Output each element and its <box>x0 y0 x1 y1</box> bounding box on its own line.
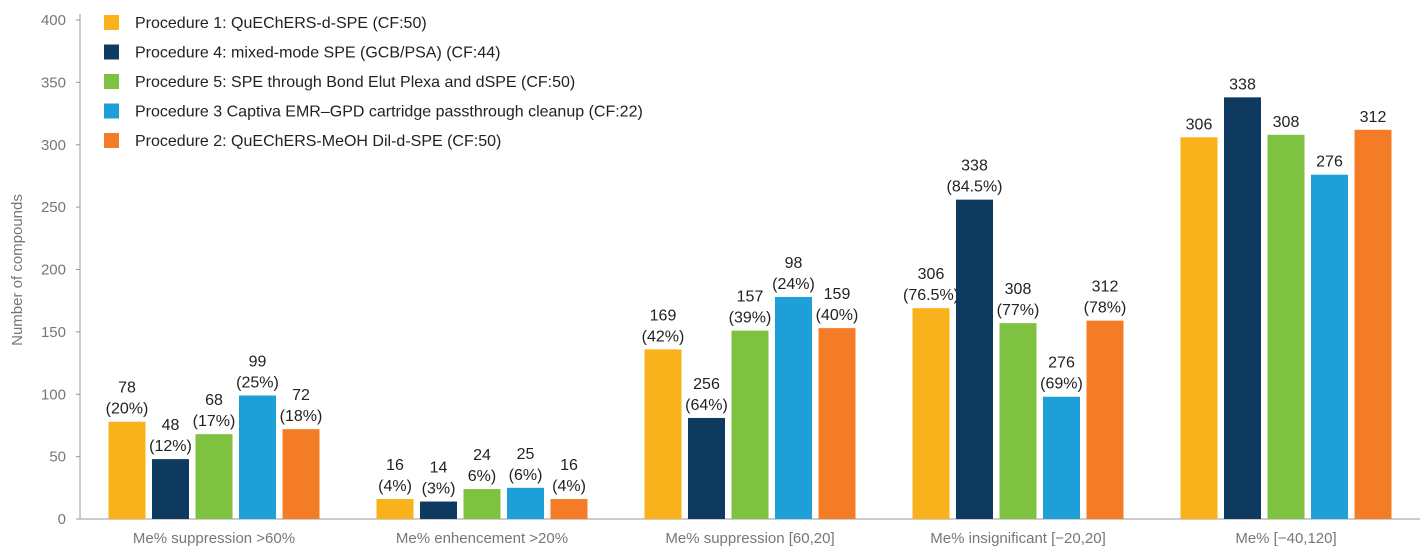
data-label: (3%) <box>422 481 456 498</box>
data-label: (77%) <box>997 302 1040 319</box>
legend-swatch <box>104 74 119 89</box>
data-label: 308 <box>1273 114 1300 131</box>
legend-swatch <box>104 103 119 119</box>
data-label: 338 <box>961 158 988 175</box>
legend-swatch <box>104 44 119 60</box>
bar <box>644 349 682 519</box>
bar <box>1086 320 1124 519</box>
data-label: (4%) <box>552 478 586 495</box>
data-label: (39%) <box>729 310 772 327</box>
bar <box>152 459 189 519</box>
bar <box>818 328 856 519</box>
data-label: 312 <box>1092 279 1119 296</box>
data-label: (69%) <box>1040 376 1083 393</box>
data-label: 16 <box>386 457 404 474</box>
data-label: (4%) <box>378 478 412 495</box>
legend-label: Procedure 2: QuEChERS-MeOH Dil-d-SPE (CF… <box>135 133 501 150</box>
x-tick-label: Me% suppression [60,20] <box>665 530 834 547</box>
legend-swatch <box>104 15 119 30</box>
legend-label: Procedure 4: mixed-mode SPE (GCB/PSA) (C… <box>135 45 500 62</box>
data-label: 159 <box>824 286 851 303</box>
bar <box>420 501 457 519</box>
y-tick-label: 350 <box>41 74 66 91</box>
data-label: (42%) <box>642 328 685 345</box>
data-label: 6%) <box>468 468 496 485</box>
y-tick-label: 300 <box>41 137 66 154</box>
bar <box>1180 137 1218 519</box>
data-label: (12%) <box>149 438 192 455</box>
bar <box>1311 174 1348 519</box>
legend-label: Procedure 1: QuEChERS-d-SPE (CF:50) <box>135 15 427 32</box>
y-tick-label: 150 <box>41 324 66 341</box>
bar <box>108 421 146 519</box>
data-label: (24%) <box>772 276 815 293</box>
data-label: (76.5%) <box>903 287 959 304</box>
y-tick-label: 250 <box>41 199 66 216</box>
data-label: (78%) <box>1084 300 1127 317</box>
data-label: 14 <box>430 460 448 477</box>
data-label: (25%) <box>236 374 279 391</box>
bar <box>688 417 725 519</box>
data-label: 276 <box>1316 154 1343 171</box>
bar <box>731 330 769 519</box>
data-label: 78 <box>118 380 136 397</box>
bar <box>550 499 588 519</box>
y-tick-label: 100 <box>41 386 66 403</box>
legend-label: Procedure 3 Captiva EMR–GPD cartridge pa… <box>135 104 643 121</box>
y-tick-label: 50 <box>49 449 66 466</box>
bar <box>195 434 233 519</box>
y-tick-label: 0 <box>58 511 66 528</box>
y-axis-title: Number of compounds <box>9 194 26 346</box>
x-tick-label: Me% [−40,120] <box>1235 530 1336 547</box>
data-label: 169 <box>650 307 677 324</box>
data-label: (18%) <box>280 408 323 425</box>
data-label: 312 <box>1360 109 1387 126</box>
data-label: 256 <box>693 376 720 393</box>
x-tick-label: Me% suppression >60% <box>133 530 295 547</box>
data-label: 157 <box>737 289 764 306</box>
y-tick-label: 200 <box>41 262 66 279</box>
bar <box>507 487 544 519</box>
data-label: 276 <box>1048 355 1075 372</box>
data-label: (20%) <box>106 401 149 418</box>
bar <box>956 199 993 519</box>
data-label: (40%) <box>816 307 859 324</box>
bar <box>282 429 320 519</box>
bar <box>376 499 414 519</box>
x-tick-label: Me% enhencement >20% <box>396 530 568 547</box>
data-label: (6%) <box>509 467 543 484</box>
data-label: 306 <box>918 266 945 283</box>
bar <box>912 308 950 519</box>
y-tick-label: 400 <box>41 12 66 29</box>
bar <box>1224 97 1261 519</box>
bar <box>463 489 501 519</box>
legend-label: Procedure 5: SPE through Bond Elut Plexa… <box>135 74 575 91</box>
data-label: 98 <box>785 255 803 272</box>
bar <box>999 323 1037 519</box>
bar <box>239 395 276 519</box>
x-tick-label: Me% insignificant [−20,20] <box>930 530 1106 547</box>
data-label: (64%) <box>685 397 728 414</box>
data-label: (84.5%) <box>946 179 1002 196</box>
bar <box>1043 396 1080 519</box>
data-label: 16 <box>560 457 578 474</box>
data-label: 24 <box>473 447 491 464</box>
bar <box>775 296 812 519</box>
data-label: (17%) <box>193 413 236 430</box>
data-label: 25 <box>517 446 535 463</box>
bar <box>1354 129 1392 519</box>
data-label: 306 <box>1186 116 1213 133</box>
data-label: 99 <box>249 353 267 370</box>
data-label: 48 <box>162 417 180 434</box>
legend-swatch <box>104 133 119 148</box>
data-label: 68 <box>205 392 223 409</box>
bar <box>1267 134 1305 519</box>
data-label: 338 <box>1229 76 1256 93</box>
data-label: 72 <box>292 387 310 404</box>
data-label: 308 <box>1005 281 1032 298</box>
